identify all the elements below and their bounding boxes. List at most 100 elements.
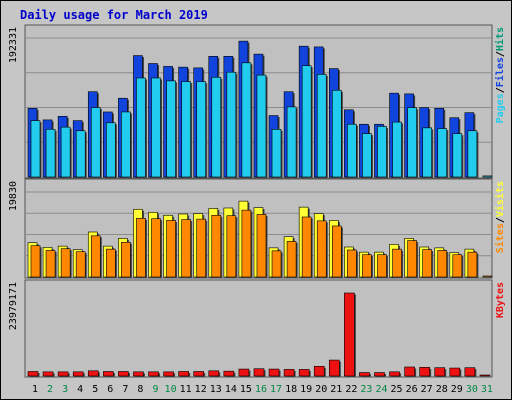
x-tick-label: 24 <box>375 384 387 395</box>
bar-files-day-6 <box>106 122 116 178</box>
x-tick-label: 12 <box>195 384 207 395</box>
bar-kbytes-day-12 <box>193 371 205 377</box>
legend-item: Visits <box>494 181 506 217</box>
x-tick-label: 1 <box>32 384 38 395</box>
bar-kbytes-day-2 <box>42 371 54 377</box>
bar-kbytes-day-24 <box>374 372 385 377</box>
x-tick-label: 28 <box>436 384 448 395</box>
bar-sites-day-25 <box>392 248 402 278</box>
bar-files-day-4 <box>75 130 86 178</box>
bar-kbytes-day-13 <box>208 370 220 377</box>
bar-files-day-24 <box>377 126 387 178</box>
bar-files-day-23 <box>362 133 372 178</box>
x-axis-day-labels: 1 2 3 4 5 6 7 8 9 10 11 12 13 14 15 16 17 18 19 20 21 22 23 24 2… <box>32 384 493 395</box>
x-tick-label: 27 <box>421 384 433 395</box>
x-tick-label: 18 <box>285 384 297 395</box>
legend-item: / <box>495 87 506 93</box>
bar-files-day-3 <box>60 126 71 178</box>
bar-sites-day-6 <box>106 248 116 278</box>
bar-files-day-5 <box>90 107 101 178</box>
bar-kbytes-day-25 <box>389 371 400 377</box>
bar-sites-day-4 <box>75 251 86 278</box>
bar-sites-day-17 <box>271 250 282 278</box>
x-tick-label: 14 <box>225 384 237 395</box>
bar-files-day-15 <box>241 62 252 178</box>
legend-item: Hits <box>494 27 506 51</box>
x-tick-label: 2 <box>47 384 53 395</box>
legend-item: / <box>495 51 506 57</box>
legend-item: Sites <box>494 223 506 253</box>
bar-kbytes-day-20 <box>313 366 325 377</box>
x-tick-label: 6 <box>107 384 113 395</box>
bar-kbytes-day-27 <box>419 367 430 377</box>
bar-kbytes-day-14 <box>223 370 235 377</box>
bar-sites-day-13 <box>211 214 222 278</box>
bar-sites-day-11 <box>181 219 191 278</box>
legend-item: / <box>495 217 506 223</box>
bar-kbytes-day-8 <box>133 371 144 377</box>
legend-hits: Pages/Files/Hits <box>494 27 506 123</box>
x-tick-label: 25 <box>391 384 403 395</box>
bar-kbytes-day-29 <box>449 367 461 377</box>
bar-files-day-29 <box>452 133 463 178</box>
bar-sites-day-23 <box>362 254 372 278</box>
bar-sites-day-26 <box>407 240 417 278</box>
x-tick-label: 21 <box>330 384 342 395</box>
bar-sites-day-16 <box>256 214 267 278</box>
y-max-label: 23979171 <box>8 282 19 330</box>
bar-files-day-2 <box>45 129 56 178</box>
bar-sites-day-24 <box>377 254 387 278</box>
bar-kbytes-day-3 <box>57 371 69 377</box>
bar-kbytes-day-17 <box>268 368 280 377</box>
bar-sites-day-29 <box>452 254 463 278</box>
x-tick-label: 9 <box>153 384 159 395</box>
panel-visits: 19830 Sites/Visits <box>8 178 506 279</box>
x-tick-label: 10 <box>165 384 177 395</box>
bar-files-day-13 <box>211 76 222 178</box>
bar-kbytes-day-26 <box>404 366 415 377</box>
bar-files-day-31 <box>482 175 493 178</box>
x-tick-label: 31 <box>481 384 493 395</box>
bar-sites-day-1 <box>30 245 41 278</box>
bar-sites-day-5 <box>90 235 101 278</box>
bar-files-day-7 <box>121 111 131 178</box>
x-tick-label: 11 <box>180 384 192 395</box>
x-tick-label: 5 <box>92 384 98 395</box>
bar-kbytes-day-23 <box>359 372 370 377</box>
x-tick-label: 26 <box>406 384 418 395</box>
bar-sites-day-8 <box>136 217 146 278</box>
legend-visits: Sites/Visits <box>494 181 506 253</box>
x-tick-label: 23 <box>360 384 372 395</box>
legend-item: Files <box>494 57 506 87</box>
x-tick-label: 3 <box>62 384 68 395</box>
bar-files-day-25 <box>392 121 402 178</box>
bar-sites-day-31 <box>482 275 493 278</box>
bar-sites-day-30 <box>467 251 478 278</box>
plot-area-kbytes <box>24 279 493 378</box>
x-tick-label: 29 <box>451 384 463 395</box>
chart-panels: 192331Pages/Files/Hits19830Sites/Visits2… <box>8 24 506 378</box>
x-tick-label: 8 <box>137 384 143 395</box>
legend-item: KBytes <box>495 282 506 318</box>
bar-kbytes-day-16 <box>253 368 265 377</box>
bar-files-day-21 <box>331 89 342 178</box>
bar-files-day-26 <box>407 107 417 178</box>
bar-files-day-22 <box>347 123 357 178</box>
y-max-label: 19830 <box>8 181 19 211</box>
bar-sites-day-3 <box>60 248 71 278</box>
bar-kbytes-day-21 <box>328 359 340 377</box>
x-tick-label: 19 <box>300 384 312 395</box>
bar-files-day-28 <box>437 128 448 178</box>
bar-files-day-10 <box>166 80 176 178</box>
bar-sites-day-9 <box>151 218 161 278</box>
panel-kbytes: 23979171 KBytes <box>8 279 506 378</box>
bar-files-day-20 <box>316 74 327 178</box>
bar-sites-day-12 <box>196 218 207 278</box>
bar-kbytes-day-9 <box>148 371 159 377</box>
bar-kbytes-day-15 <box>238 368 250 377</box>
chart-title: Daily usage for March 2019 <box>20 8 208 22</box>
bar-kbytes-day-1 <box>27 371 39 377</box>
bar-kbytes-day-19 <box>298 369 310 377</box>
